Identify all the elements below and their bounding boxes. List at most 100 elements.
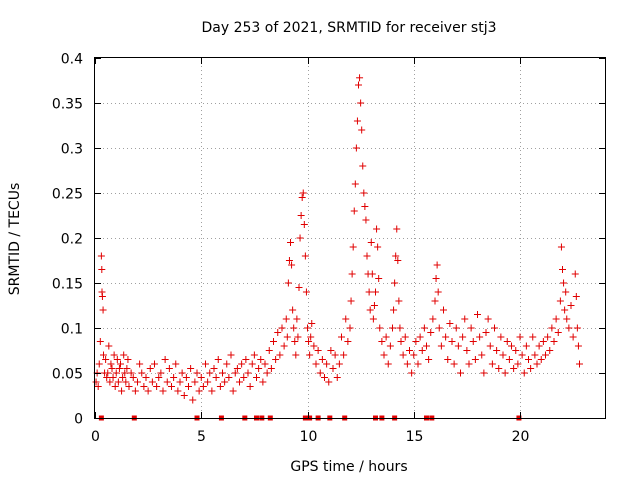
data-point xyxy=(482,329,490,336)
data-point xyxy=(299,189,307,197)
data-point xyxy=(270,338,277,345)
data-point xyxy=(512,347,520,354)
data-point xyxy=(372,288,379,296)
data-point xyxy=(105,342,113,350)
data-point xyxy=(221,378,229,386)
data-point xyxy=(508,342,515,350)
data-point xyxy=(296,234,304,242)
data-point xyxy=(223,360,231,368)
x-tick-label: 15 xyxy=(406,429,424,445)
data-point xyxy=(204,378,212,386)
data-point xyxy=(113,356,121,363)
data-point xyxy=(127,369,135,377)
x-tick-label: 20 xyxy=(512,429,530,445)
data-point xyxy=(362,216,370,224)
data-point xyxy=(244,369,252,377)
data-point xyxy=(552,315,560,323)
data-point xyxy=(159,387,167,395)
data-point xyxy=(110,351,118,359)
chart-title: Day 253 of 2021, SRMTID for receiver stj… xyxy=(202,20,497,36)
data-point xyxy=(323,360,331,368)
data-point xyxy=(272,356,280,363)
data-point xyxy=(189,396,197,404)
y-tick-label: 0.2 xyxy=(61,232,83,248)
data-point xyxy=(425,356,433,363)
data-point xyxy=(136,360,144,368)
data-point xyxy=(238,360,246,368)
data-point xyxy=(108,365,116,372)
data-point xyxy=(346,324,354,332)
y-tick-label: 0.4 xyxy=(61,52,83,68)
data-point xyxy=(115,365,123,372)
data-point xyxy=(214,356,222,363)
data-point xyxy=(576,360,583,368)
data-point xyxy=(236,378,243,386)
data-point xyxy=(227,351,235,359)
data-point xyxy=(155,374,163,381)
data-point xyxy=(423,342,430,350)
data-point xyxy=(98,266,106,273)
data-point xyxy=(431,297,439,305)
data-point xyxy=(300,221,308,228)
data-point xyxy=(305,338,313,345)
data-point xyxy=(561,306,569,314)
data-point xyxy=(295,284,303,291)
data-point xyxy=(250,351,258,359)
data-point xyxy=(297,212,305,219)
data-point xyxy=(452,324,460,332)
data-point xyxy=(442,333,450,341)
data-point xyxy=(111,383,119,390)
data-point xyxy=(259,378,267,386)
data-point xyxy=(308,320,316,327)
data-point xyxy=(98,293,106,300)
y-tick-label: 0.25 xyxy=(52,187,83,203)
data-point xyxy=(161,356,169,363)
data-point xyxy=(392,252,400,260)
data-point xyxy=(276,351,284,359)
data-point xyxy=(287,239,294,246)
data-point xyxy=(435,324,443,332)
data-point xyxy=(461,315,469,323)
data-point xyxy=(562,288,570,296)
y-tick-label: 0.05 xyxy=(52,367,83,383)
data-point xyxy=(191,378,199,386)
data-point xyxy=(386,342,394,350)
data-point xyxy=(109,374,117,381)
data-point xyxy=(474,311,481,318)
data-point xyxy=(263,369,271,377)
data-point xyxy=(118,387,126,395)
data-point xyxy=(153,383,161,390)
data-point xyxy=(408,369,416,377)
data-point xyxy=(253,374,260,381)
data-point xyxy=(389,324,396,332)
data-point xyxy=(531,351,539,359)
data-point xyxy=(92,378,100,386)
data-point xyxy=(563,315,571,323)
data-point xyxy=(440,306,447,314)
data-point xyxy=(406,347,413,354)
data-point xyxy=(565,324,573,332)
data-point xyxy=(347,297,355,305)
data-point xyxy=(248,360,256,368)
data-point xyxy=(503,338,511,345)
data-point xyxy=(99,306,107,314)
y-tick-label: 0 xyxy=(74,412,83,428)
x-tick-label: 5 xyxy=(197,429,206,445)
data-point xyxy=(391,279,399,287)
data-point xyxy=(146,365,154,372)
data-point xyxy=(96,338,104,345)
data-point xyxy=(394,257,402,264)
data-point xyxy=(106,378,114,386)
data-point xyxy=(486,342,494,350)
data-point xyxy=(208,387,216,395)
data-point xyxy=(298,194,306,201)
y-tick-label: 0.3 xyxy=(61,142,83,158)
data-point xyxy=(433,261,441,269)
y-axis-label: SRMTID / TECUs xyxy=(7,183,23,296)
data-point xyxy=(261,360,269,368)
data-point xyxy=(480,369,488,377)
data-point xyxy=(366,306,374,314)
data-point xyxy=(240,374,248,381)
data-point xyxy=(378,338,386,345)
data-point xyxy=(356,74,364,82)
